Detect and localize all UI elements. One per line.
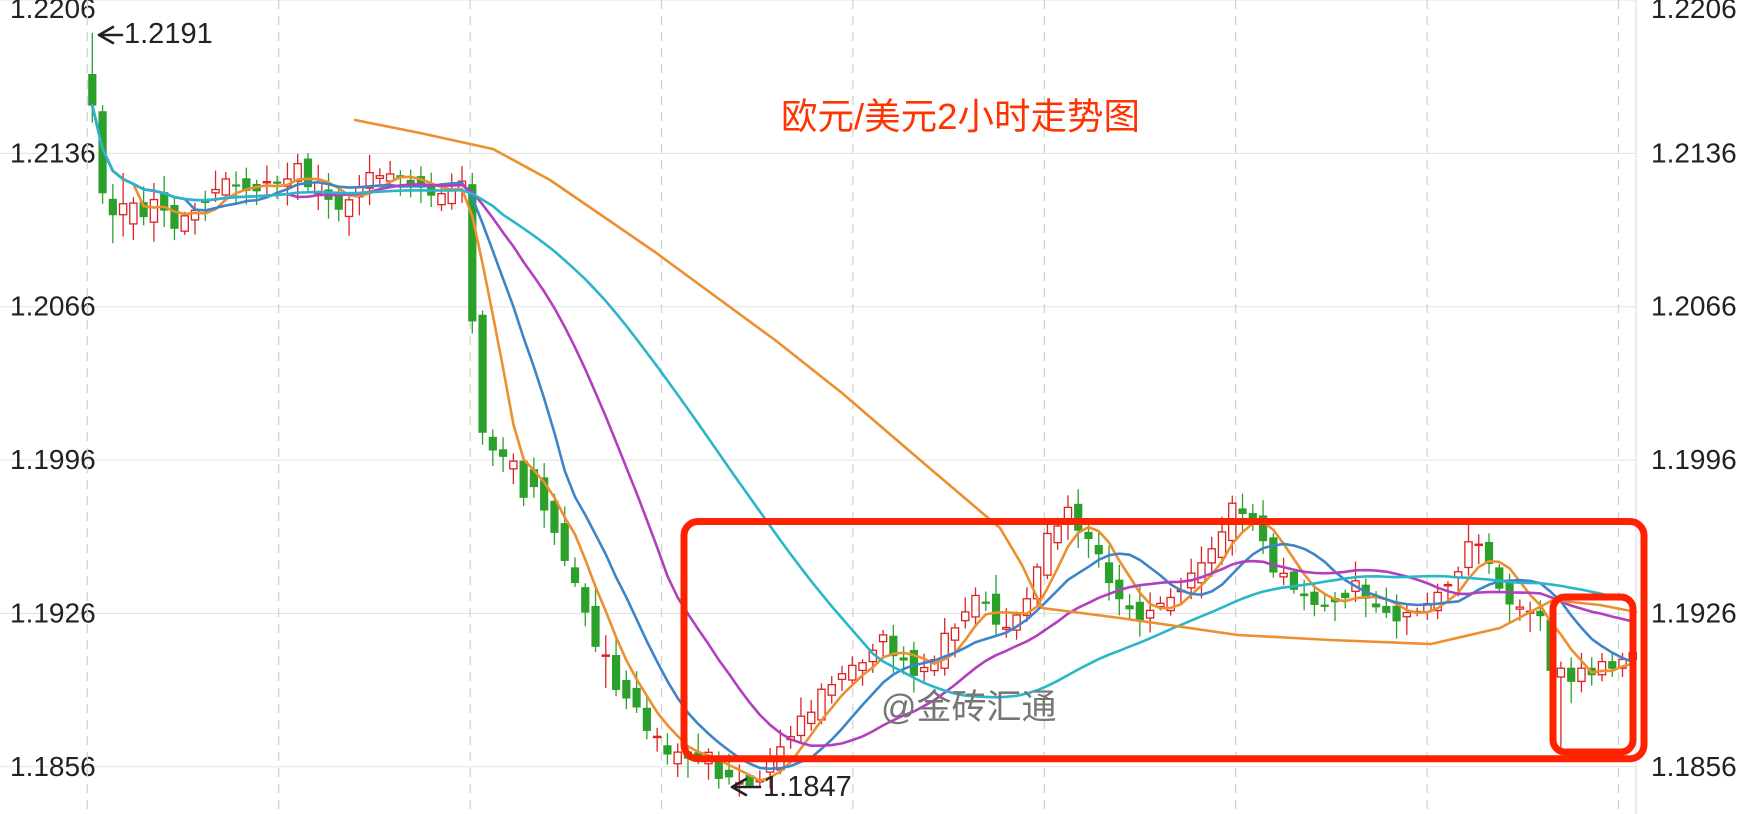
svg-text:欧元/美元2小时走势图: 欧元/美元2小时走势图 bbox=[781, 96, 1140, 137]
svg-text:1.2206: 1.2206 bbox=[1651, 0, 1737, 24]
svg-text:1.2191: 1.2191 bbox=[124, 18, 213, 50]
svg-text:1.1996: 1.1996 bbox=[1651, 444, 1737, 475]
svg-text:1.1926: 1.1926 bbox=[10, 597, 96, 628]
svg-text:1.1856: 1.1856 bbox=[1651, 751, 1737, 782]
svg-text:1.1996: 1.1996 bbox=[10, 444, 96, 475]
svg-text:1.1847: 1.1847 bbox=[763, 771, 852, 803]
svg-text:1.2066: 1.2066 bbox=[10, 291, 96, 322]
svg-text:1.1856: 1.1856 bbox=[10, 751, 96, 782]
svg-text:1.2136: 1.2136 bbox=[10, 137, 96, 168]
svg-text:1.2066: 1.2066 bbox=[1651, 291, 1737, 322]
svg-text:1.2206: 1.2206 bbox=[10, 0, 96, 24]
svg-text:1.1926: 1.1926 bbox=[1651, 597, 1737, 628]
svg-text:@金砖汇通: @金砖汇通 bbox=[881, 688, 1057, 727]
svg-text:1.2136: 1.2136 bbox=[1651, 137, 1737, 168]
